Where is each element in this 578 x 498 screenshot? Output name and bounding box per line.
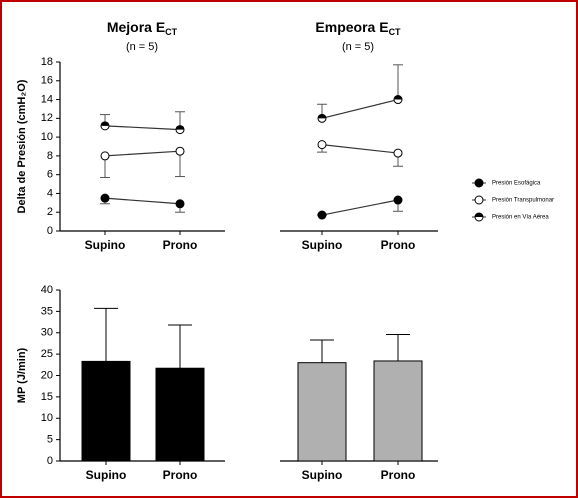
marker-dot [317, 210, 327, 220]
y-tick-label: 8 [47, 150, 53, 162]
y-tick-label: 25 [41, 348, 53, 360]
marker-dot [393, 195, 403, 205]
bar [297, 362, 347, 462]
marker [175, 146, 185, 156]
marker [100, 193, 110, 203]
series-line [321, 144, 399, 154]
marker-dot [175, 199, 185, 209]
y-tick-label: 10 [41, 131, 53, 143]
x-tick-label: Supino [302, 468, 343, 482]
marker-dot [393, 148, 403, 158]
marker-half [394, 95, 402, 100]
marker [317, 210, 327, 220]
x-tick-label: Prono [381, 238, 416, 252]
error-bar [168, 324, 192, 369]
bar [373, 360, 423, 462]
error-bar [310, 339, 334, 363]
marker [474, 178, 484, 188]
marker-dot [100, 193, 110, 203]
marker [474, 212, 484, 222]
y-tick-label: 0 [47, 225, 53, 237]
marker-half [475, 213, 483, 217]
marker [175, 125, 185, 135]
y-tick-label: 15 [41, 391, 53, 403]
chart-title: Mejora ECT [107, 19, 178, 38]
error-bar [94, 307, 118, 362]
marker [317, 113, 327, 123]
y-tick-label: 10 [41, 412, 53, 424]
y-tick-label: 18 [41, 56, 53, 68]
marker [474, 195, 484, 205]
marker [393, 148, 403, 158]
marker-half [176, 125, 184, 130]
title-sub: CT [165, 27, 177, 37]
y-axis-label: Delta de Presión (cmH₂O) [16, 79, 28, 213]
title-main: Mejora E [107, 19, 165, 35]
y-tick-label: 5 [47, 434, 53, 446]
y-tick-label: 6 [47, 169, 53, 181]
bar [81, 360, 131, 462]
series-line [104, 197, 181, 205]
chart-title: Empeora ECT [315, 19, 401, 38]
x-tick-label: Prono [381, 468, 416, 482]
y-tick-label: 16 [41, 75, 53, 87]
marker-dot [317, 140, 327, 150]
x-tick-label: Prono [163, 468, 198, 482]
series-line [321, 199, 399, 216]
series-line [104, 150, 181, 157]
x-tick-label: Supino [85, 238, 126, 252]
legend-label: Presión Esofágica [492, 181, 541, 187]
series-line [104, 125, 181, 131]
y-tick-label: 12 [41, 112, 53, 124]
y-tick-label: 40 [41, 284, 53, 296]
series-line [321, 98, 399, 119]
chart-subtitle: (n = 5) [126, 41, 158, 53]
marker [317, 140, 327, 150]
title-main: Empeora E [315, 19, 388, 35]
marker-dot [175, 146, 185, 156]
title-sub: CT [389, 27, 401, 37]
marker-dot [474, 195, 484, 205]
error-bar [393, 64, 403, 100]
marker-dot [100, 151, 110, 161]
y-tick-label: 35 [41, 305, 53, 317]
y-axis-label: MP (J/min) [16, 347, 28, 403]
marker [100, 151, 110, 161]
legend-label: Presión Transpulmonar [492, 198, 554, 204]
error-bar [386, 333, 410, 361]
marker [393, 95, 403, 105]
marker [175, 199, 185, 209]
marker [100, 121, 110, 131]
x-tick-label: Supino [302, 238, 343, 252]
marker-dot [474, 178, 484, 188]
y-tick-label: 4 [47, 187, 53, 199]
chart-subtitle: (n = 5) [342, 41, 374, 53]
x-tick-label: Supino [86, 468, 127, 482]
marker [393, 195, 403, 205]
x-tick-label: Prono [163, 238, 198, 252]
marker-half [101, 121, 109, 126]
y-tick-label: 30 [41, 327, 53, 339]
marker-half [318, 114, 326, 119]
legend-label: Presión en Vía Aérea [492, 215, 549, 221]
y-tick-label: 14 [41, 93, 53, 105]
y-tick-label: 0 [47, 455, 53, 467]
y-tick-label: 2 [47, 206, 53, 218]
bar [155, 367, 205, 462]
y-tick-label: 20 [41, 369, 53, 381]
